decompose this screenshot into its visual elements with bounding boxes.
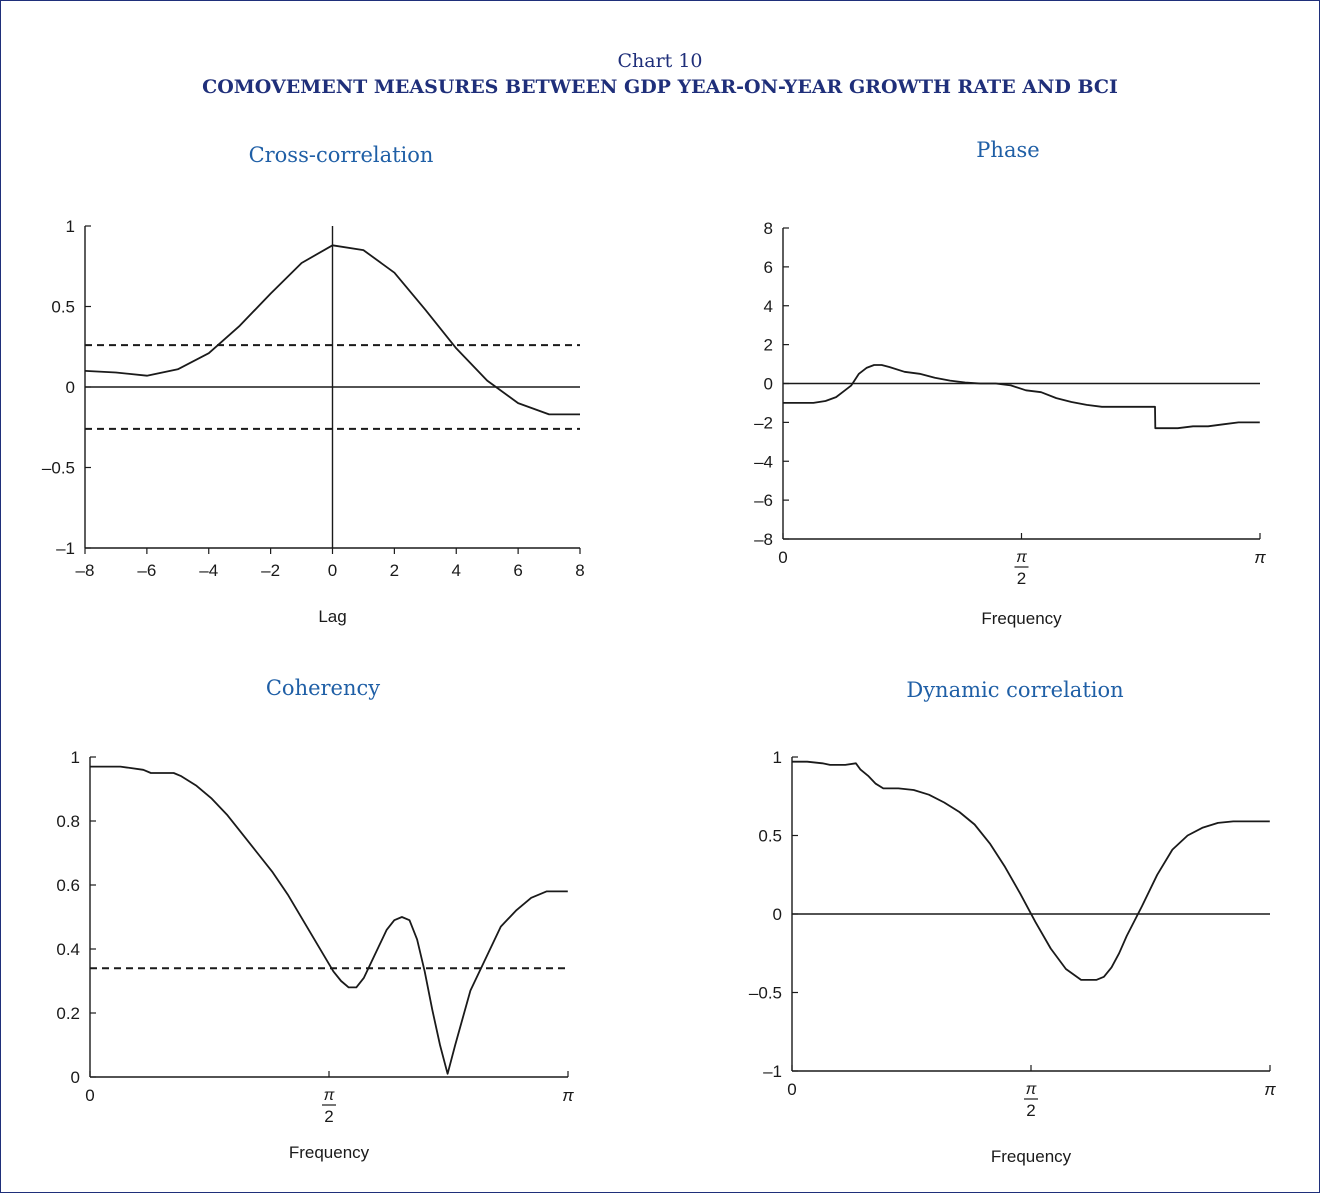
y-tick-label: 0.5 <box>758 827 782 846</box>
x-tick-label: 0 <box>85 1086 94 1105</box>
y-tick-label: 6 <box>764 258 773 277</box>
x-tick-label: π <box>562 1086 574 1105</box>
y-tick-label: 4 <box>764 297 773 316</box>
chart-panel-0: –1 –0.5 0 0.5 1 –8 –6 –4 –2 0 2 4 6 8 Lag <box>42 217 585 626</box>
y-tick-label: 0 <box>773 905 782 924</box>
x-axis-label: Frequency <box>991 1147 1072 1166</box>
x-tick-label: 4 <box>452 561 461 580</box>
x-tick-label: 0 <box>328 561 337 580</box>
x-tick-label: 0 <box>778 548 787 567</box>
figure-header: Chart 10 COMOVEMENT MEASURES BETWEEN GDP… <box>0 48 1320 100</box>
x-tick-label: 2 <box>390 561 399 580</box>
y-tick-label: –2 <box>754 413 773 432</box>
x-tick-label: –4 <box>199 561 218 580</box>
y-tick-label: 0.5 <box>51 298 75 317</box>
x-tick-label: π <box>1264 1080 1276 1099</box>
y-tick-label: –0.5 <box>749 984 782 1003</box>
x-tick-label: –6 <box>137 561 156 580</box>
x-tick-label-numerator: π <box>1026 1081 1037 1098</box>
y-tick-label: 0 <box>71 1068 80 1087</box>
x-tick-label: –8 <box>76 561 95 580</box>
y-tick-label: 0 <box>66 378 75 397</box>
x-tick-label-numerator: π <box>324 1087 335 1104</box>
y-tick-label: –8 <box>754 530 773 549</box>
x-tick-label-denominator: 2 <box>324 1107 333 1126</box>
chart-panel-3: –1 –0.5 0 0.5 1 0 π 2 π Frequency <box>749 748 1276 1166</box>
y-tick-label: 2 <box>764 336 773 355</box>
y-tick-label: 0.2 <box>56 1004 80 1023</box>
series-line <box>783 364 1260 430</box>
series-line <box>792 760 1270 981</box>
x-tick-label: 8 <box>575 561 584 580</box>
x-axis-label: Frequency <box>289 1143 370 1162</box>
y-tick-label: –1 <box>56 539 75 558</box>
y-tick-label: 1 <box>66 217 75 236</box>
figure-title: COMOVEMENT MEASURES BETWEEN GDP YEAR-ON-… <box>202 76 1118 98</box>
y-tick-label: 0.4 <box>56 940 80 959</box>
x-axis-label: Lag <box>318 607 346 626</box>
y-tick-label: –0.5 <box>42 459 75 478</box>
panel-title-phase: Phase <box>976 138 1040 162</box>
series-line <box>84 244 580 416</box>
chart-panel-2: 0 0.2 0.4 0.6 0.8 1 0 π 2 π Frequency <box>56 748 574 1162</box>
panel-title-cross-correlation: Cross-correlation <box>248 143 434 167</box>
x-tick-label-denominator: 2 <box>1026 1101 1035 1120</box>
y-tick-label: 0.8 <box>56 812 80 831</box>
y-tick-label: 0 <box>764 375 773 394</box>
x-axis-label: Frequency <box>981 609 1062 628</box>
y-tick-label: 1 <box>71 748 80 767</box>
panel-title-dynamic-correlation: Dynamic correlation <box>906 678 1124 702</box>
y-tick-label: 8 <box>764 219 773 238</box>
x-tick-label: 6 <box>513 561 522 580</box>
y-tick-label: –4 <box>754 452 773 471</box>
x-tick-label: π <box>1254 548 1266 567</box>
y-tick-label: 1 <box>773 748 782 767</box>
y-tick-label: 0.6 <box>56 876 80 895</box>
x-tick-label: 0 <box>787 1080 796 1099</box>
chart-panel-1: –8 –6 –4 –2 0 2 4 6 8 0 π 2 π Frequency <box>754 219 1266 628</box>
series-line <box>90 765 568 1075</box>
y-tick-label: –1 <box>763 1062 782 1081</box>
figure-label: Chart 10 <box>617 50 703 72</box>
x-tick-label-numerator: π <box>1016 549 1027 566</box>
y-tick-label: –6 <box>754 491 773 510</box>
x-tick-label-denominator: 2 <box>1017 569 1026 588</box>
panel-title-coherency: Coherency <box>265 676 381 700</box>
x-tick-label: –2 <box>261 561 280 580</box>
